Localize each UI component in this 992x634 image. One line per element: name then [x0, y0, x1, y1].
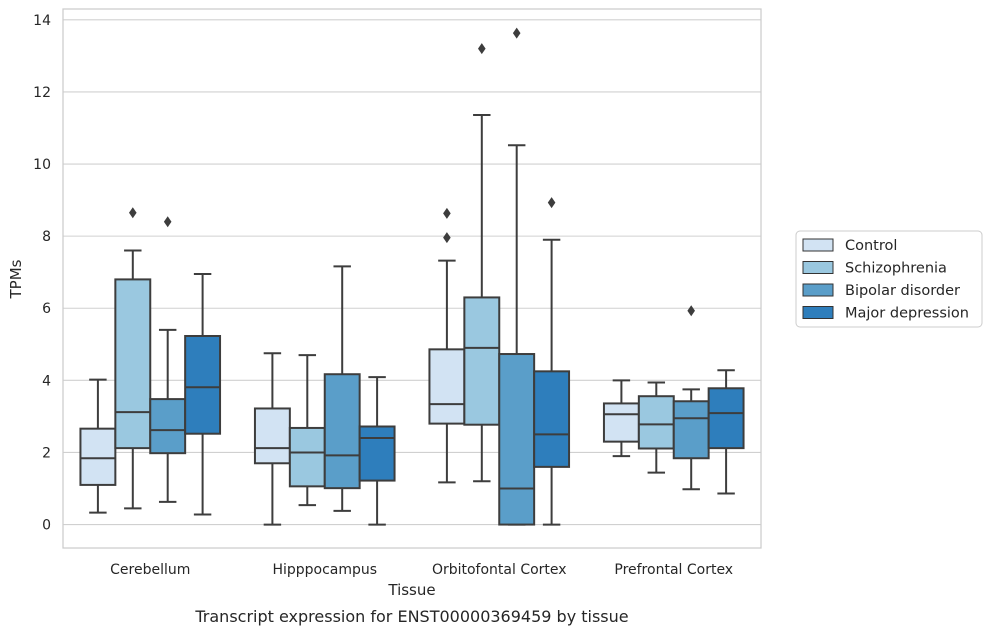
boxes-layer: [79, 27, 745, 526]
y-tick-label: 6: [42, 301, 51, 317]
box-body: [323, 373, 361, 490]
legend-label: Control: [845, 238, 897, 254]
outlier-point: [129, 207, 137, 219]
box-body: [114, 278, 152, 450]
legend-swatch: [802, 261, 834, 274]
y-axis-title: TPMs: [7, 259, 25, 299]
legend-item: Bipolar disorder: [802, 283, 960, 299]
y-tick-label: 4: [42, 373, 51, 389]
outlier-point: [512, 27, 521, 39]
legend-item: Schizophrenia: [802, 261, 947, 277]
box-body: [602, 402, 640, 443]
box-body: [358, 425, 396, 482]
x-tick-label: Cerebellum: [110, 562, 190, 578]
box-3-2: [533, 197, 571, 526]
legend-swatch: [802, 283, 834, 297]
box-body: [463, 296, 501, 426]
box-body: [707, 387, 745, 450]
y-tick-label: 12: [33, 85, 51, 101]
box-2-2: [498, 27, 536, 526]
box-body: [79, 427, 117, 486]
y-tick-label: 10: [33, 157, 51, 173]
box-body: [428, 348, 466, 425]
legend-item: Major depression: [802, 306, 969, 322]
box-1-1: [288, 354, 326, 507]
box-1-3: [637, 381, 675, 474]
box-body: [637, 395, 675, 450]
x-tick-label: Hipppocampus: [272, 562, 377, 578]
x-axis-title: Tissue: [387, 581, 435, 599]
box-0-0: [79, 378, 117, 514]
y-tick-label: 8: [42, 229, 51, 245]
box-0-3: [602, 379, 640, 458]
box-2-1: [323, 265, 361, 512]
outlier-point: [163, 216, 172, 228]
y-tick-label: 2: [42, 445, 51, 461]
legend-label: Bipolar disorder: [845, 283, 960, 299]
legend-swatch: [802, 306, 834, 319]
box-3-3: [707, 369, 745, 495]
figure-caption: Transcript expression for ENST0000036945…: [194, 607, 628, 626]
legend-frame: [795, 230, 983, 328]
legend-label: Major depression: [845, 306, 969, 322]
box-body: [184, 335, 222, 435]
y-tick-label: 14: [33, 13, 51, 29]
box-body: [253, 407, 291, 465]
box-body: [672, 400, 710, 460]
box-0-2: [428, 207, 466, 484]
outlier-point: [547, 197, 556, 209]
box-0-1: [253, 352, 291, 526]
box-2-3: [672, 305, 710, 491]
y-axis-ticks: 0 2 4 6 8 10 12 14: [33, 13, 51, 534]
legend-label: Schizophrenia: [845, 261, 947, 277]
box-body: [149, 398, 187, 455]
outlier-point: [478, 43, 486, 55]
box-body: [288, 426, 326, 488]
box-body: [533, 370, 571, 468]
legend: Control Schizophrenia Bipolar disorder Majo…: [795, 230, 983, 328]
box-2-0: [149, 216, 187, 503]
outlier-point: [443, 232, 451, 244]
outlier-point: [687, 305, 695, 317]
x-tick-label: Prefrontal Cortex: [614, 562, 733, 578]
box-3-1: [358, 376, 396, 526]
legend-swatch: [802, 238, 834, 252]
plot-area-frame: [62, 8, 762, 549]
outlier-point: [443, 207, 451, 219]
x-axis-ticks: Cerebellum Hipppocampus Orbitofontal Corte…: [110, 562, 733, 578]
box-1-2: [463, 43, 501, 483]
legend-item: Control: [802, 238, 897, 254]
box-1-0: [114, 207, 152, 510]
box-body: [498, 353, 536, 526]
y-tick-label: 0: [42, 518, 51, 534]
box-3-0: [184, 272, 222, 516]
x-tick-label: Orbitofontal Cortex: [432, 562, 567, 578]
